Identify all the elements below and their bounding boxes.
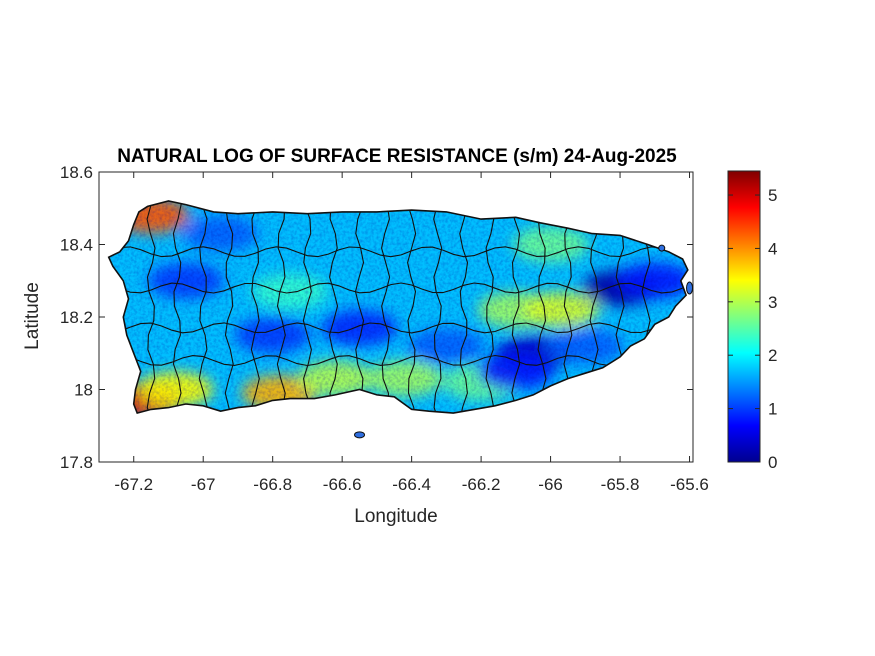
y-tick-label: 18.2 — [60, 308, 93, 327]
colorbar-tick-label: 2 — [768, 346, 777, 365]
x-axis-label: Longitude — [354, 506, 437, 527]
y-tick-label: 18.4 — [60, 236, 93, 255]
x-axis: -67.2 -67 -66.8 -66.6 -66.4 -66.2 -66 -65.8 -65.… — [114, 172, 709, 494]
x-tick-label: -66 — [538, 475, 563, 494]
municipality-boundary — [485, 201, 495, 414]
colorbar-tick-label: 4 — [768, 239, 777, 258]
municipality-boundary — [302, 201, 312, 414]
offshore-islets — [354, 244, 694, 439]
x-tick-label: -66.8 — [253, 475, 292, 494]
colorbar-tick-label: 1 — [768, 400, 777, 419]
municipality-boundary — [224, 201, 234, 414]
municipality-boundary — [108, 246, 683, 258]
municipality-boundary — [198, 201, 208, 414]
municipality-boundary — [276, 201, 286, 414]
chart-title: NATURAL LOG OF SURFACE RESISTANCE (s/m) … — [117, 146, 677, 167]
island-coastline — [107, 200, 689, 415]
municipality-boundary — [108, 322, 683, 334]
x-tick-label: -65.6 — [670, 475, 709, 494]
colorbar-ticks: 0 1 2 3 4 5 — [728, 186, 777, 472]
municipality-boundary — [459, 201, 469, 414]
municipality-boundary — [407, 201, 417, 414]
islet — [658, 244, 666, 252]
islet — [686, 281, 694, 295]
municipality-boundary — [537, 201, 547, 414]
y-axis-label: Latitude — [22, 282, 43, 350]
y-axis: 17.8 18 18.2 18.4 18.6 — [60, 163, 693, 472]
colorbar-tick-label: 5 — [768, 186, 777, 205]
x-tick-label: -66.4 — [392, 475, 431, 494]
y-tick-label: 17.8 — [60, 453, 93, 472]
municipality-boundary — [328, 201, 339, 414]
x-tick-label: -66.6 — [323, 475, 362, 494]
colorbar-tick-label: 0 — [768, 453, 777, 472]
y-tick-label: 18 — [74, 381, 93, 400]
municipality-boundary — [250, 201, 260, 414]
islet — [354, 431, 366, 439]
x-tick-label: -67 — [191, 475, 216, 494]
colorbar-gradient — [727, 170, 761, 463]
municipality-boundary — [433, 201, 443, 414]
x-tick-label: -66.2 — [462, 475, 501, 494]
colorbar: 0 1 2 3 4 5 — [727, 170, 777, 472]
municipality-boundary — [511, 201, 521, 414]
municipality-boundary — [354, 201, 365, 414]
municipality-boundary — [146, 201, 156, 414]
x-tick-label: -65.8 — [601, 475, 640, 494]
x-tick-label: -67.2 — [114, 475, 153, 494]
colorbar-tick-label: 3 — [768, 293, 777, 312]
municipality-boundary — [108, 282, 683, 294]
municipality-boundary — [172, 201, 182, 414]
municipality-boundary — [381, 201, 391, 414]
municipality-boundary — [108, 354, 683, 367]
y-tick-label: 18.6 — [60, 163, 93, 182]
